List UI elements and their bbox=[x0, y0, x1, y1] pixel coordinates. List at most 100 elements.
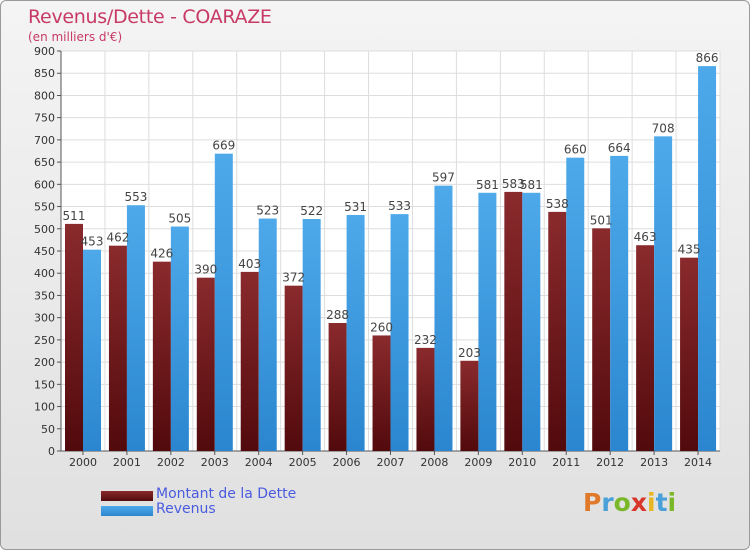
data-label-dette: 501 bbox=[590, 213, 613, 227]
data-labels: 511 453 462 553 426 505 390 669 403 523 372 522 288 5… bbox=[63, 51, 719, 360]
logo-letter: x bbox=[630, 488, 647, 517]
bar-dette bbox=[680, 257, 699, 451]
bar-revenus bbox=[170, 226, 189, 451]
data-label-revenus: 597 bbox=[432, 171, 455, 185]
y-tick-label: 100 bbox=[34, 401, 55, 414]
x-tick-label: 2004 bbox=[245, 456, 273, 469]
x-tick-label: 2003 bbox=[201, 456, 229, 469]
data-label-dette: 372 bbox=[282, 271, 305, 285]
logo-letter: t bbox=[655, 488, 668, 517]
x-tick-label: 2014 bbox=[684, 456, 712, 469]
y-tick-label: 250 bbox=[34, 334, 55, 347]
bar-dette bbox=[152, 261, 171, 451]
y-tick-label: 750 bbox=[34, 112, 55, 125]
data-label-dette: 426 bbox=[150, 247, 173, 261]
data-label-dette: 203 bbox=[458, 346, 481, 360]
chart-title: Revenus/Dette - COARAZE bbox=[28, 6, 272, 28]
x-tick-label: 2001 bbox=[113, 456, 141, 469]
y-tick-label: 650 bbox=[34, 156, 55, 169]
y-tick-label: 900 bbox=[34, 45, 55, 58]
bar-dette bbox=[240, 271, 259, 451]
data-label-revenus: 669 bbox=[212, 139, 235, 153]
bar-revenus bbox=[83, 249, 101, 451]
logo-letter: P bbox=[583, 488, 602, 517]
bar-revenus bbox=[302, 219, 321, 451]
bar-dette bbox=[416, 347, 435, 451]
chart-subtitle: (en milliers d'€) bbox=[28, 30, 123, 44]
legend-swatch-dette bbox=[101, 491, 153, 501]
data-label-dette: 403 bbox=[238, 257, 261, 271]
logo-letter: r bbox=[601, 488, 614, 517]
legend-swatch-revenus bbox=[101, 506, 153, 516]
x-tick-label: 2011 bbox=[552, 456, 580, 469]
bar-revenus bbox=[478, 192, 497, 451]
logo-letter: i bbox=[647, 488, 656, 517]
bar-dette bbox=[372, 335, 391, 451]
data-label-dette: 538 bbox=[546, 197, 569, 211]
x-tick-label: 2002 bbox=[157, 456, 185, 469]
data-label-revenus: 581 bbox=[520, 178, 543, 192]
x-tick-label: 2007 bbox=[377, 456, 405, 469]
data-label-revenus: 553 bbox=[124, 190, 147, 204]
x-tick-label: 2005 bbox=[289, 456, 317, 469]
x-tick-label: 2010 bbox=[508, 456, 536, 469]
y-tick-label: 500 bbox=[34, 223, 55, 236]
data-label-revenus: 522 bbox=[300, 204, 323, 218]
x-tick-label: 2000 bbox=[69, 456, 97, 469]
y-tick-label: 450 bbox=[34, 245, 55, 258]
bar-revenus bbox=[654, 136, 673, 452]
bar-revenus bbox=[126, 205, 145, 451]
y-tick-label: 800 bbox=[34, 89, 55, 102]
bar-dette bbox=[108, 245, 127, 451]
bar-dette bbox=[196, 277, 215, 451]
bar-revenus bbox=[698, 66, 717, 451]
logo-letter: o bbox=[613, 488, 631, 517]
y-tick-label: 700 bbox=[34, 134, 55, 147]
bar-revenus bbox=[566, 157, 585, 451]
bar-dette bbox=[592, 228, 611, 451]
bar-revenus bbox=[390, 214, 409, 451]
bar-dette bbox=[460, 360, 479, 451]
bar-revenus bbox=[214, 153, 233, 451]
y-tick-label: 300 bbox=[34, 312, 55, 325]
legend-label-dette: Montant de la Dette bbox=[156, 486, 297, 502]
data-label-dette: 232 bbox=[414, 333, 437, 347]
y-tick-label: 350 bbox=[34, 289, 55, 302]
data-label-dette: 288 bbox=[326, 308, 349, 322]
data-label-revenus: 531 bbox=[344, 200, 367, 214]
bar-dette bbox=[284, 285, 303, 451]
data-label-revenus: 533 bbox=[388, 199, 411, 213]
proxiti-logo: Proxiti bbox=[583, 488, 676, 517]
x-tick-label: 2008 bbox=[420, 456, 448, 469]
bar-revenus bbox=[610, 155, 629, 451]
x-tick-label: 2012 bbox=[596, 456, 624, 469]
data-label-dette: 462 bbox=[106, 231, 129, 245]
data-label-revenus: 664 bbox=[608, 141, 631, 155]
y-tick-label: 50 bbox=[41, 423, 55, 436]
legend-label-revenus: Revenus bbox=[156, 501, 216, 517]
x-tick-label: 2013 bbox=[640, 456, 668, 469]
data-label-revenus: 505 bbox=[168, 212, 191, 226]
bar-revenus bbox=[522, 192, 541, 451]
data-label-dette: 390 bbox=[194, 263, 217, 277]
data-label-dette: 511 bbox=[63, 209, 86, 223]
y-tick-label: 200 bbox=[34, 356, 55, 369]
data-label-dette: 260 bbox=[370, 320, 393, 334]
bar-revenus bbox=[258, 218, 277, 451]
y-tick-label: 150 bbox=[34, 378, 55, 391]
y-tick-label: 600 bbox=[34, 178, 55, 191]
logo-letter: i bbox=[667, 488, 677, 517]
bar-dette bbox=[548, 211, 567, 451]
y-tick-label: 850 bbox=[34, 67, 55, 80]
data-label-revenus: 866 bbox=[696, 51, 719, 65]
bar-dette bbox=[504, 191, 523, 451]
data-label-dette: 583 bbox=[502, 177, 525, 191]
data-label-revenus: 523 bbox=[256, 204, 279, 218]
data-label-dette: 435 bbox=[678, 243, 701, 257]
data-label-revenus: 660 bbox=[564, 143, 587, 157]
x-tick-label: 2009 bbox=[464, 456, 492, 469]
bar-dette bbox=[328, 323, 347, 451]
bar-dette bbox=[65, 223, 83, 451]
bar-revenus bbox=[434, 185, 453, 451]
